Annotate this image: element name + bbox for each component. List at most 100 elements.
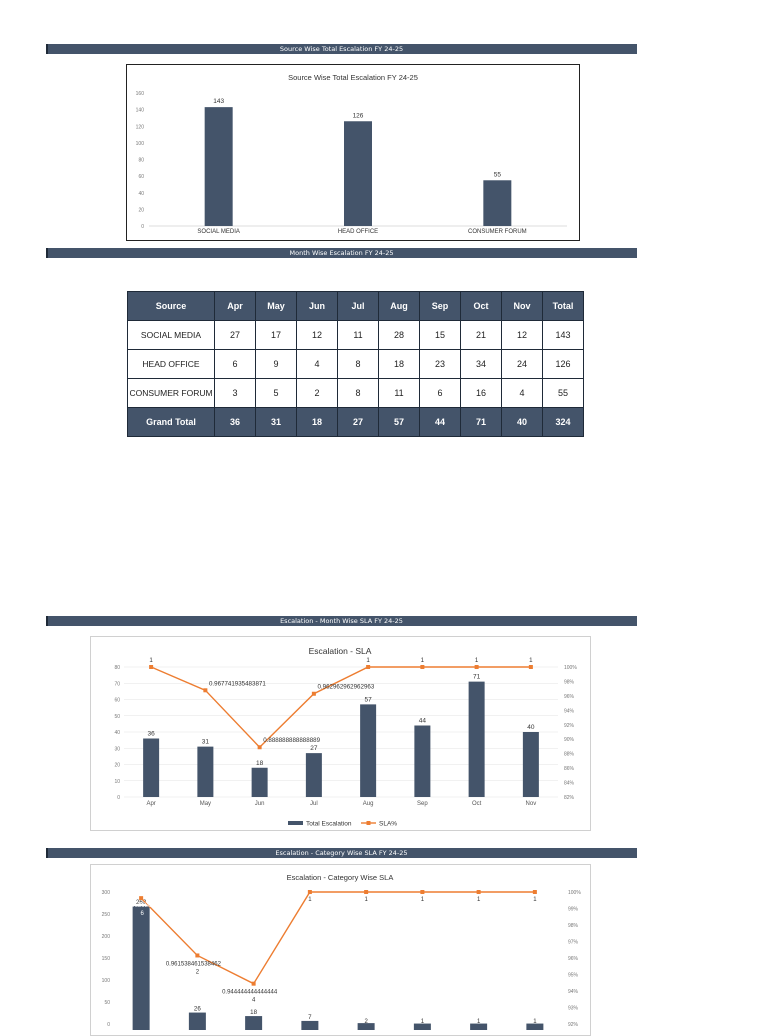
y2-tick-label: 99%: [568, 907, 579, 913]
column-header: Source: [127, 291, 215, 321]
y2-tick-label: 100%: [564, 665, 577, 671]
y-tick-label: 140: [136, 108, 145, 114]
y-tick-label: 20: [114, 763, 120, 769]
table-cell: 18: [296, 407, 338, 437]
y2-tick-label: 94%: [564, 708, 575, 714]
y-tick-label: 80: [114, 665, 120, 671]
table-cell: 15: [419, 320, 461, 350]
table-cell: 4: [296, 349, 338, 379]
bar-data-label: 26: [194, 1006, 201, 1013]
sla-marker: [311, 691, 316, 696]
table-cell: 2: [296, 378, 338, 408]
month-wise-table: Source Apr May Jun Jul Aug Sep Oct Nov T…: [127, 291, 584, 437]
column-header: Aug: [378, 291, 420, 321]
section-header-month-wise: Month Wise Escalation FY 24-25: [46, 248, 637, 258]
y2-tick-label: 88%: [564, 752, 575, 758]
y-tick-label: 10: [114, 779, 120, 785]
table-cell: 27: [337, 407, 379, 437]
y-tick-label: 100: [136, 141, 145, 147]
count-label: 6: [140, 911, 144, 917]
table-row: HEAD OFFICE 6 9 4 8 18 23 34 24 126: [127, 349, 584, 379]
legend-label-total-escalation: Total Escalation: [306, 821, 352, 828]
table-cell: 324: [542, 407, 584, 437]
column-header: Jul: [337, 291, 379, 321]
section-header-category-sla: Escalation - Category Wise SLA FY 24-25: [46, 848, 637, 858]
table-cell: 11: [337, 320, 379, 350]
y-tick-label: 60: [138, 174, 144, 180]
sla-marker: [420, 665, 425, 669]
section-title: Month Wise Escalation FY 24-25: [289, 249, 394, 257]
source-wise-chart: Source Wise Total Escalation FY 24-25 0 20…: [126, 64, 580, 241]
month-sla-chart-svg: Escalation - SLA 0 10 20 30 40 50 60 70 80 82% 84% 8…: [114, 646, 577, 828]
table-cell: 12: [501, 320, 543, 350]
y-tick-label: 200: [102, 934, 111, 940]
chart-title: Escalation - SLA: [309, 646, 372, 656]
sla-marker: [149, 665, 154, 669]
y2-tick-label: 100%: [568, 890, 581, 896]
sla-data-label: 1: [149, 657, 153, 664]
sla-marker: [528, 665, 533, 669]
sla-marker: [476, 890, 481, 894]
bar: [301, 1020, 319, 1030]
count-label: 1: [477, 1019, 481, 1025]
x-tick-label: HEAD OFFICE: [338, 229, 378, 235]
table-cell: 23: [419, 349, 461, 379]
y2-tick-label: 92%: [564, 723, 575, 729]
count-label: 2: [364, 1019, 368, 1025]
legend-label-sla: SLA%: [379, 821, 397, 828]
table-cell: 17: [255, 320, 297, 350]
count-label: 4: [252, 998, 256, 1004]
legend-marker-sla: [366, 821, 371, 825]
sla-data-label: 1: [475, 657, 479, 664]
table-cell: HEAD OFFICE: [127, 349, 215, 379]
x-tick-label: Nov: [526, 801, 537, 807]
bar-data-label: 126: [353, 112, 364, 119]
count-label: 2: [196, 969, 200, 975]
y2-tick-label: 93%: [568, 1006, 579, 1012]
sla-line: [150, 666, 531, 749]
sla-marker: [366, 665, 371, 669]
bar: [251, 767, 268, 797]
table-cell: 9: [255, 349, 297, 379]
sla-marker: [195, 953, 200, 958]
y2-tick-label: 97%: [568, 940, 579, 946]
sla-data-label: 1: [364, 897, 368, 903]
table-cell: 6: [419, 378, 461, 408]
bar: [522, 732, 539, 797]
table-cell: 126: [542, 349, 584, 379]
y2-tick-label: 84%: [564, 781, 575, 787]
y-tick-label: 300: [102, 890, 111, 896]
sla-data-label: 1: [421, 897, 425, 903]
y-tick-label: 20: [138, 207, 144, 213]
column-header: Apr: [214, 291, 256, 321]
y2-tick-label: 96%: [564, 694, 575, 700]
table-cell: 4: [501, 378, 543, 408]
table-cell: 44: [419, 407, 461, 437]
y2-tick-label: 95%: [568, 973, 579, 979]
bar-data-label: 27: [310, 745, 318, 752]
y2-tick-label: 86%: [564, 766, 575, 772]
y-tick-label: 250: [102, 912, 111, 918]
y-tick-label: 120: [136, 124, 145, 130]
y2-tick-label: 94%: [568, 989, 579, 995]
bar: [204, 107, 233, 226]
table-cell: 16: [460, 378, 502, 408]
bar-data-label: 57: [365, 696, 373, 703]
bar-data-label: 71: [473, 674, 481, 681]
y-tick-label: 50: [114, 714, 120, 720]
table-row: SOCIAL MEDIA 27 17 12 11 28 15 21 12 143: [127, 320, 584, 350]
column-header: Total: [542, 291, 584, 321]
y-tick-label: 150: [102, 956, 111, 962]
y-tick-label: 80: [138, 158, 144, 164]
y-tick-label: 60: [114, 698, 120, 704]
sla-data-label: 1: [529, 657, 533, 664]
chart-title: Escalation - Category Wise SLA: [287, 873, 394, 882]
sla-data-label: 0.967741935483871: [209, 680, 266, 687]
table-cell: 28: [378, 320, 420, 350]
sla-data-label: 1: [308, 897, 312, 903]
y2-tick-label: 98%: [564, 679, 575, 685]
x-tick-label: Apr: [146, 801, 155, 807]
bar: [483, 180, 512, 226]
category-sla-chart-svg: Escalation - Category Wise SLA 0 50 100 150 2…: [102, 873, 581, 1030]
y-tick-label: 40: [138, 191, 144, 197]
